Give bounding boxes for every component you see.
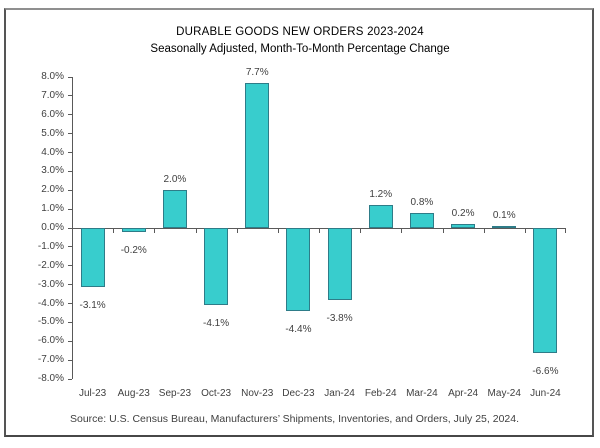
- x-axis-category-label: Oct-23: [201, 388, 232, 399]
- chart-title: DURABLE GOODS NEW ORDERS 2023-2024: [176, 26, 424, 38]
- bar-Feb-24: [368, 205, 393, 228]
- x-axis-tick: [72, 228, 73, 233]
- y-axis-tick-label: -6.0%: [37, 335, 64, 347]
- x-axis-tick: [401, 228, 403, 233]
- y-axis-tick-label: 6.0%: [41, 108, 64, 120]
- y-axis-tick-label: 3.0%: [41, 165, 64, 177]
- y-axis-tick-label: -2.0%: [37, 259, 64, 271]
- x-axis-category-label: Sep-23: [158, 388, 192, 399]
- y-axis-tick: [68, 95, 72, 97]
- x-axis-line: [72, 227, 566, 229]
- y-axis-tick: [68, 321, 72, 323]
- source-note: Source: U.S. Census Bureau, Manufacturer…: [70, 413, 520, 425]
- y-axis-tick: [68, 208, 72, 210]
- y-axis-tick: [68, 114, 72, 116]
- bar-Apr-24: [451, 224, 476, 228]
- x-axis-tick: [277, 228, 279, 233]
- y-axis-tick: [68, 378, 72, 380]
- bar-value-label: 0.8%: [410, 196, 434, 208]
- y-axis-tick: [68, 152, 72, 153]
- y-axis-tick-label: 8.0%: [41, 71, 64, 82]
- x-axis-category-label: Mar-24: [406, 388, 438, 399]
- y-axis-tick-label: -7.0%: [37, 354, 64, 366]
- bar-Mar-24: [409, 212, 434, 228]
- y-axis-tick-label: 5.0%: [41, 127, 64, 139]
- plot-area: 8.0% 7.0% 6.0% 5.0% 4.0% 3.0% 2.0% 1.0% 0.0% -1.0…: [38, 67, 566, 399]
- y-axis-tick-label: 0.0%: [41, 222, 64, 233]
- y-axis-tick-label: -1.0%: [37, 240, 64, 252]
- y-axis-tick-label: -3.0%: [37, 278, 64, 290]
- bar-value-label: 0.1%: [492, 210, 516, 222]
- x-axis-tick: [360, 228, 362, 233]
- y-axis-tick: [68, 265, 72, 267]
- bar-value-label: -4.1%: [203, 318, 230, 330]
- x-axis-category-label: Jul-23: [78, 388, 107, 399]
- bar-Jun-24: [533, 228, 558, 353]
- y-axis-tick-label: 7.0%: [41, 89, 64, 101]
- y-axis-tick-label: 2.0%: [41, 184, 64, 196]
- x-axis-tick: [154, 228, 156, 233]
- bar-value-label: 1.2%: [369, 189, 393, 201]
- x-axis-category-label: Nov-23: [241, 388, 274, 399]
- y-axis-tick: [68, 303, 72, 304]
- y-axis-tick: [68, 359, 72, 361]
- bar-Dec-23: [286, 228, 311, 312]
- x-axis-tick: [319, 228, 320, 233]
- x-axis-category-label: Feb-24: [364, 388, 397, 399]
- y-axis-tick: [68, 246, 72, 248]
- x-axis-tick: [442, 228, 444, 233]
- y-axis-tick: [68, 284, 72, 286]
- x-axis-tick: [483, 228, 485, 233]
- x-axis-category-label: Jan-24: [324, 388, 355, 399]
- y-axis-tick: [68, 340, 72, 342]
- x-axis-tick: [565, 228, 566, 233]
- y-axis-tick: [68, 170, 72, 172]
- x-axis-category-label: Aug-23: [117, 388, 150, 399]
- y-axis-tick-label: -5.0%: [37, 316, 64, 328]
- bar-value-label: 0.2%: [451, 208, 475, 220]
- chart-subtitle: Seasonally Adjusted, Month-To-Month Perc…: [150, 43, 450, 55]
- bar-Oct-23: [204, 228, 229, 306]
- y-axis-tick-label: 4.0%: [41, 146, 64, 158]
- y-axis-tick-label: 1.0%: [41, 203, 64, 215]
- bar-May-24: [492, 226, 517, 229]
- x-axis-category-label: Apr-24: [448, 388, 479, 399]
- y-axis-tick: [68, 133, 72, 135]
- x-axis-category-label: Jun-24: [530, 388, 561, 399]
- x-axis-category-label: May-24: [487, 388, 521, 399]
- bar-Sep-23: [162, 190, 187, 228]
- y-axis-tick-label: -4.0%: [37, 297, 64, 309]
- x-axis-tick: [524, 228, 526, 233]
- bar-Jan-24: [327, 228, 352, 300]
- bar-value-label: -0.2%: [120, 244, 147, 256]
- y-axis-tick: [68, 227, 72, 229]
- bar-Jul-23: [80, 228, 105, 287]
- x-axis-tick: [236, 228, 238, 233]
- x-axis-tick: [113, 228, 115, 233]
- bar-value-label: 2.0%: [163, 174, 187, 186]
- bar-Aug-23: [121, 228, 146, 232]
- bar-value-label: -3.1%: [79, 299, 106, 311]
- y-axis-tick: [68, 189, 72, 191]
- y-axis-tick: [68, 76, 72, 78]
- bar-value-label: -3.8%: [326, 312, 353, 324]
- bar-value-label: 7.7%: [245, 66, 269, 78]
- bar-Nov-23: [245, 82, 270, 228]
- bar-value-label: -6.6%: [532, 365, 559, 377]
- x-axis-tick: [195, 228, 197, 233]
- x-axis-category-label: Dec-23: [282, 388, 315, 399]
- bar-value-label: -4.4%: [285, 324, 312, 336]
- y-axis-tick-label: -8.0%: [37, 373, 64, 384]
